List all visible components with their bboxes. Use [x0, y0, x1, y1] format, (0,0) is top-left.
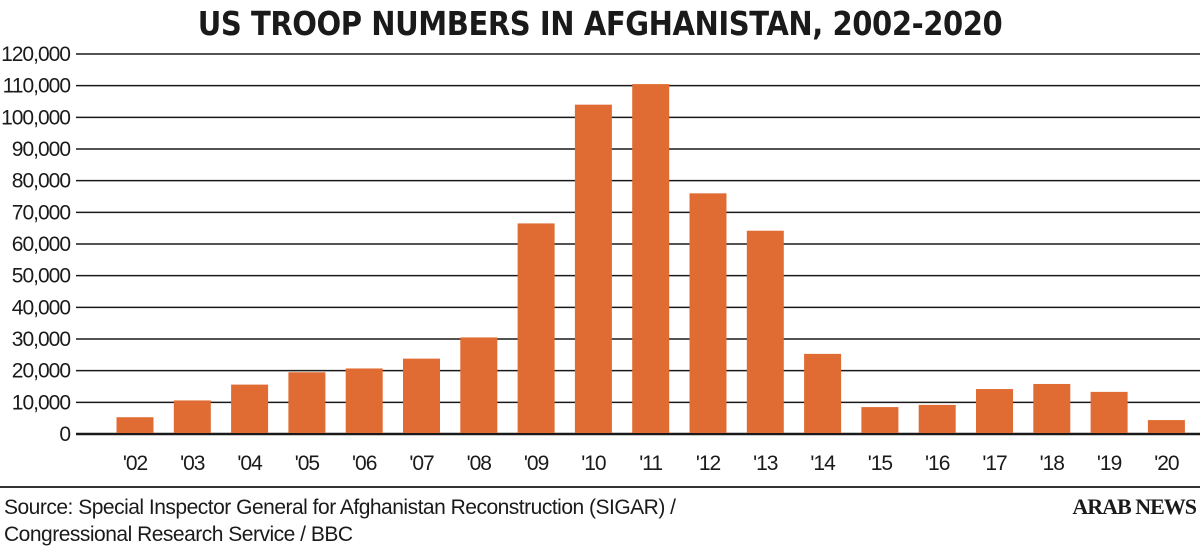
x-tick-label: '10: [581, 452, 606, 475]
x-tick-label: '17: [982, 452, 1007, 475]
y-tick-label: 110,000: [3, 75, 71, 98]
bar-11: [632, 84, 670, 433]
y-tick-label: 60,000: [12, 233, 71, 256]
x-tick-label: '16: [925, 452, 950, 475]
y-tick-label: 30,000: [12, 328, 71, 351]
y-tick-label: 100,000: [1, 106, 70, 129]
x-tick-label: '12: [696, 452, 721, 475]
bar-17: [976, 389, 1013, 433]
bar-12: [689, 193, 727, 433]
x-tick-label: '19: [1097, 452, 1122, 475]
arab-news-logo: ARAB NEWS: [1072, 494, 1197, 519]
y-tick-label: 0: [59, 423, 70, 446]
bar-14: [804, 353, 842, 433]
y-tick-label: 50,000: [12, 265, 71, 288]
bar-16: [918, 404, 956, 433]
x-tick-label: '20: [1154, 452, 1179, 475]
x-tick-label: '18: [1040, 452, 1065, 475]
y-tick-label: 80,000: [12, 170, 71, 193]
x-tick-label: '14: [810, 452, 836, 475]
x-tick-label: '05: [295, 452, 320, 475]
source-note: Source: Special Inspector General for Af…: [4, 494, 676, 548]
bar-18: [1033, 383, 1071, 433]
x-tick-label: '07: [409, 452, 434, 475]
x-tick-label: '15: [868, 452, 893, 475]
y-tick-label: 120,000: [1, 43, 70, 66]
bar-06: [345, 368, 383, 433]
y-tick-label: 40,000: [12, 296, 71, 319]
bar-08: [460, 337, 498, 433]
y-tick-label: 20,000: [12, 360, 71, 383]
x-tick-label: '04: [237, 452, 263, 475]
bar-20: [1147, 420, 1185, 433]
bar-07: [403, 358, 440, 433]
bar-15: [861, 407, 899, 433]
x-tick-label: '08: [467, 452, 492, 475]
y-tick-label: 90,000: [12, 138, 71, 161]
x-tick-label: '09: [524, 452, 549, 475]
bar-09: [517, 223, 555, 433]
chart-title: US TROOP NUMBERS IN AFGHANISTAN, 2002-20…: [197, 4, 1003, 43]
bar-19: [1090, 391, 1128, 433]
y-tick-label: 70,000: [12, 201, 71, 224]
x-tick-label: '06: [352, 452, 377, 475]
x-tick-label: '02: [123, 452, 148, 475]
bar-chart: 0 10,000 20,000 30,000 40,000 50,000 60,000 70,…: [1, 43, 1200, 475]
y-tick-label: 10,000: [12, 391, 71, 414]
x-tick-label: '03: [180, 452, 205, 475]
x-tick-label: '13: [753, 452, 778, 475]
bar-02: [116, 417, 154, 433]
bar-13: [746, 230, 784, 433]
bar-10: [574, 104, 612, 434]
bar-03: [173, 400, 211, 433]
footer-divider: [0, 486, 1200, 488]
bar-04: [231, 384, 269, 433]
x-tick-label: '11: [639, 452, 662, 475]
source-line-1: Source: Special Inspector General for Af…: [4, 496, 676, 519]
bar-05: [288, 372, 326, 433]
source-line-2: Congressional Research Service / BBC: [4, 523, 353, 546]
